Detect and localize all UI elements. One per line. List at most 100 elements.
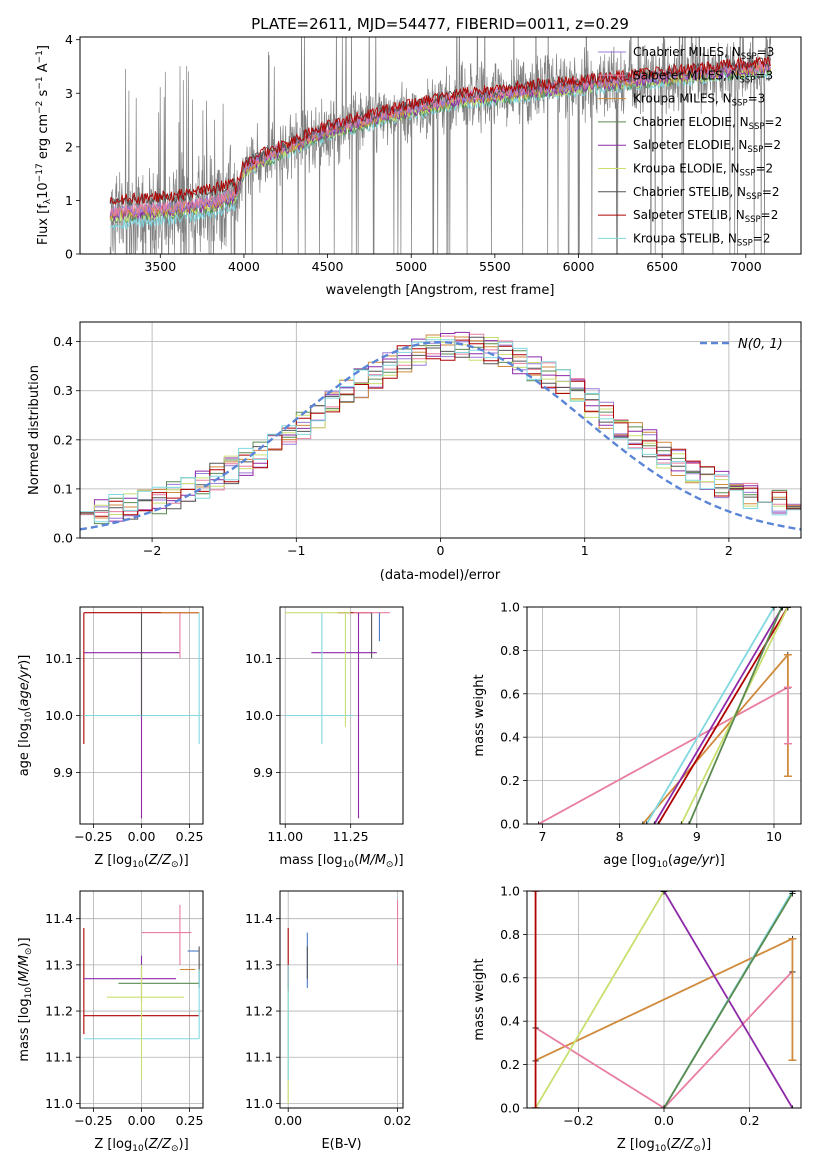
mass_vs_ebv-chart: 0.00 0.02 11.0 11.1 11.2 11.3 11.4 E(B-V): [245, 890, 411, 1152]
spectrum-legend-entry: Chabrier MILES, NSSP=3: [598, 45, 774, 62]
spectrum-ylabel: Flux [fλ10−17 erg cm−2 s−1 A−1]: [35, 45, 53, 245]
mass_vs_ebv-ytick-label: 11.0: [245, 1096, 273, 1111]
legend-label: N(0, 1): [738, 337, 783, 352]
weight-marker: +: [660, 887, 668, 898]
weight_vs_Z-ytick-label: 0.2: [500, 1057, 520, 1072]
weight-marker: +: [660, 1104, 668, 1115]
weight-marker: +: [650, 820, 658, 831]
weight-line: [642, 654, 789, 824]
residuals-ytick-label: 0.3: [53, 383, 73, 398]
weight_vs_Z-xlabel: Z [log10(Z/Z⊙)]: [617, 1137, 711, 1154]
spectrum-legend-entry: Kroupa STELIB, NSSP=2: [598, 231, 771, 248]
mass_vs_Z-xtick-label: 0.00: [128, 1113, 156, 1128]
mass_vs_Z-ytick-label: 11.4: [45, 911, 73, 926]
weight_vs_Z-ytick-label: 0.6: [500, 970, 520, 985]
mass_vs_Z-xtick-label: 0.25: [176, 1113, 204, 1128]
age_vs_mass-xtick-label: 11.25: [333, 829, 369, 844]
legend-label: Kroupa ELODIE, NSSP=2: [633, 162, 773, 179]
weight_vs_age-xtick-label: 10: [766, 829, 782, 844]
normal-curve: [80, 340, 801, 531]
age_vs_Z-ytick-label: 10.0: [45, 708, 73, 723]
age_vs_Z-ytick-label: 10.1: [45, 651, 73, 666]
weight_vs_age-ytick-label: 1.0: [500, 600, 520, 615]
weight_vs_age-ylabel: mass weight: [472, 674, 487, 756]
spectrum-ytick-label: 1: [65, 193, 73, 208]
weight-marker: +: [770, 603, 778, 614]
weight_vs_age-xtick-label: 8: [616, 829, 624, 844]
weight_vs_Z-ytick-label: 1.0: [500, 884, 520, 899]
spectrum-ytick-label: 3: [65, 86, 73, 101]
age_vs_mass-xlabel: mass [log10(M/M⊙)]: [279, 853, 403, 870]
age_vs_mass-ytick-label: 9.9: [253, 765, 273, 780]
weight_vs_age-ytick-label: 0.2: [500, 773, 520, 788]
weight-line: [688, 607, 783, 824]
residuals-xlabel: (data-model)/error: [380, 568, 501, 583]
weight_vs_Z-xtick-label: −0.2: [563, 1113, 593, 1128]
legend-label: Kroupa MILES, NSSP=3: [633, 92, 765, 109]
mass_vs_Z-plot-area: [80, 891, 203, 1108]
age_vs_Z-chart: −0.25 0.00 0.25 9.9 10.0 10.1 Z [log10(Z/Z⊙)] a…: [17, 606, 204, 870]
age_vs_mass-plot-area: [280, 607, 403, 824]
weight_vs_age-ytick-label: 0.4: [500, 730, 520, 745]
figure-title: PLATE=2611, MJD=54477, FIBERID=0011, z=0…: [251, 15, 629, 33]
weight_vs_age-xtick-label: 7: [538, 829, 546, 844]
weight-marker: +: [660, 1104, 668, 1115]
spectrum-ytick-label: 4: [65, 32, 73, 47]
spectrum-legend-entry: Chabrier STELIB, NSSP=2: [598, 185, 780, 202]
residuals-chart: −2 −1 0 1 2 0.0 0.1 0.2 0.3 0.4 (data-model)/error…: [27, 321, 802, 583]
residuals-ytick-label: 0.0: [53, 531, 73, 546]
residuals-ytick-label: 0.4: [53, 334, 73, 349]
residuals-plot-area: [80, 322, 801, 538]
spectrum-xtick-label: 6500: [646, 259, 678, 274]
residuals-xtick-label: −2: [143, 543, 161, 558]
age_vs_Z-ytick-label: 9.9: [53, 765, 73, 780]
weight_vs_age-plot-area: ++++++++++++++: [527, 603, 801, 831]
spectrum-xlabel: wavelength [Angstrom, rest frame]: [326, 283, 555, 298]
histogram-step-line: [80, 339, 801, 538]
age_vs_Z-xtick-label: −0.25: [74, 829, 112, 844]
legend-label: Chabrier STELIB, NSSP=2: [633, 185, 780, 202]
weight-line: [645, 607, 775, 824]
spectrum-xtick-label: 6000: [563, 259, 595, 274]
mass_vs_Z-chart: −0.25 0.00 0.25 11.0 11.1 11.2 11.3 11.4 Z [log1…: [17, 890, 204, 1154]
weight_vs_Z-chart: ++++++++++++++−0.20.00.20.00.20.40.60.81…: [472, 884, 802, 1154]
weight_vs_Z-xtick-label: 0.0: [654, 1113, 674, 1128]
weight-marker: +: [660, 1104, 668, 1115]
spectrum-model-line: [109, 59, 772, 217]
legend-label: Chabrier ELODIE, NSSP=2: [633, 115, 782, 132]
weight-line: [538, 686, 789, 824]
residuals-xtick-label: −1: [287, 543, 305, 558]
spectrum-legend-entry: Kroupa ELODIE, NSSP=2: [598, 162, 773, 179]
legend-label: Salpeter ELODIE, NSSP=2: [633, 138, 781, 155]
spectrum-model-line: [109, 56, 772, 206]
weight-marker: +: [642, 820, 650, 831]
weight-marker: +: [685, 820, 693, 831]
age_vs_mass-ytick-label: 10.0: [245, 708, 273, 723]
age_vs_Z-plot-area: [80, 607, 203, 824]
weight_vs_Z-xtick-label: 0.2: [740, 1113, 760, 1128]
legend-label: Chabrier MILES, NSSP=3: [633, 45, 774, 62]
age_vs_mass-xtick-label: 11.00: [267, 829, 303, 844]
weight_vs_Z-plot-area: ++++++++++++++: [527, 887, 801, 1115]
legend-label: Salpeter STELIB, NSSP=2: [633, 208, 778, 225]
mass_vs_ebv-plot-area: [280, 891, 403, 1108]
spectrum-xtick-label: 4500: [312, 259, 344, 274]
mass_vs_Z-ytick-label: 11.1: [45, 1050, 73, 1065]
spectrum-xtick-label: 4000: [228, 259, 260, 274]
residuals-ytick-label: 0.1: [53, 481, 73, 496]
weight-line: [535, 1026, 665, 1108]
weight_vs_age-frame: [526, 606, 802, 825]
legend-label: Salpeter MILES, NSSP=3: [633, 68, 773, 85]
mass_vs_Z-xlabel: Z [log10(Z/Z⊙)]: [94, 1137, 188, 1154]
weight_vs_age-xtick-label: 9: [693, 829, 701, 844]
residuals-xtick-label: 0: [437, 543, 445, 558]
spectrum-legend-entry: Chabrier ELODIE, NSSP=2: [598, 115, 782, 132]
spectrum-legend-entry: Salpeter MILES, NSSP=3: [598, 68, 773, 85]
weight-marker: +: [788, 1104, 796, 1115]
mass_vs_Z-ytick-label: 11.0: [45, 1096, 73, 1111]
spectrum-plot-area: [109, 37, 772, 254]
legend-label: Kroupa STELIB, NSSP=2: [633, 231, 771, 248]
residuals-xtick-label: 2: [725, 543, 733, 558]
weight-marker: +: [654, 820, 662, 831]
weight_vs_age-xlabel: age [log10(age/yr)]: [603, 853, 725, 870]
